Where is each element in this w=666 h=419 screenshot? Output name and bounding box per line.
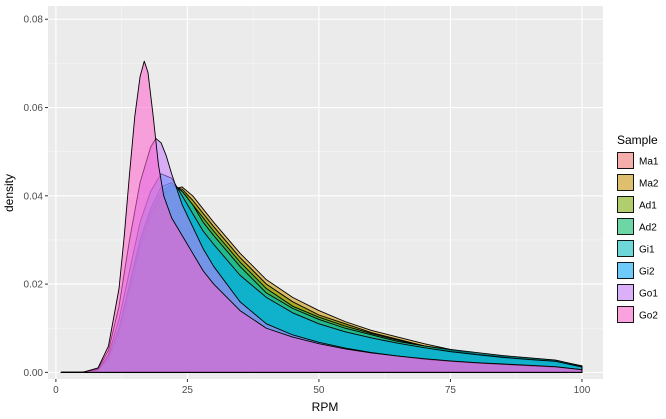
legend: Sample Ma1 Ma2 Ad1 Ad2 Gi1 Gi2 Go1 Go2 [617,133,659,323]
legend-label-go2: Go2 [639,311,658,322]
legend-label-ad2: Ad2 [639,223,657,234]
x-axis-title: RPM [312,400,339,414]
legend-swatch-go2 [617,306,634,323]
density-areas [60,60,583,373]
legend-label-go1: Go1 [639,289,658,300]
density-area-go2 [60,60,583,373]
x-tick-label: 0 [53,385,59,396]
legend-swatch-gi2 [617,262,634,279]
legend-swatch-ad1 [617,196,634,213]
x-tick-label: 50 [313,385,325,396]
legend-swatch-ad2 [617,218,634,235]
y-axis-title: density [2,174,16,212]
x-tick-label: 25 [182,385,194,396]
legend-label-gi2: Gi2 [639,267,655,278]
legend-label-ma2: Ma2 [639,179,659,190]
legend-swatch-gi1 [617,240,634,257]
legend-title: Sample [617,133,658,147]
y-axis-ticks: 0.00 0.02 0.04 0.06 0.08 [24,15,48,379]
legend-label-gi1: Gi1 [639,245,655,256]
y-tick-label: 0.06 [24,103,44,114]
y-tick-label: 0.04 [24,191,44,202]
legend-label-ad1: Ad1 [639,201,657,212]
y-tick-label: 0.08 [24,15,44,26]
minor-gridlines [48,6,603,379]
legend-swatch-ma1 [617,152,634,169]
y-tick-label: 0.02 [24,280,44,291]
y-tick-label: 0.00 [24,368,44,379]
x-tick-label: 75 [445,385,457,396]
x-tick-label: 100 [574,385,591,396]
legend-swatch-go1 [617,284,634,301]
legend-swatch-ma2 [617,174,634,191]
legend-label-ma1: Ma1 [639,157,659,168]
x-axis-ticks: 0 25 50 75 100 [53,379,591,396]
